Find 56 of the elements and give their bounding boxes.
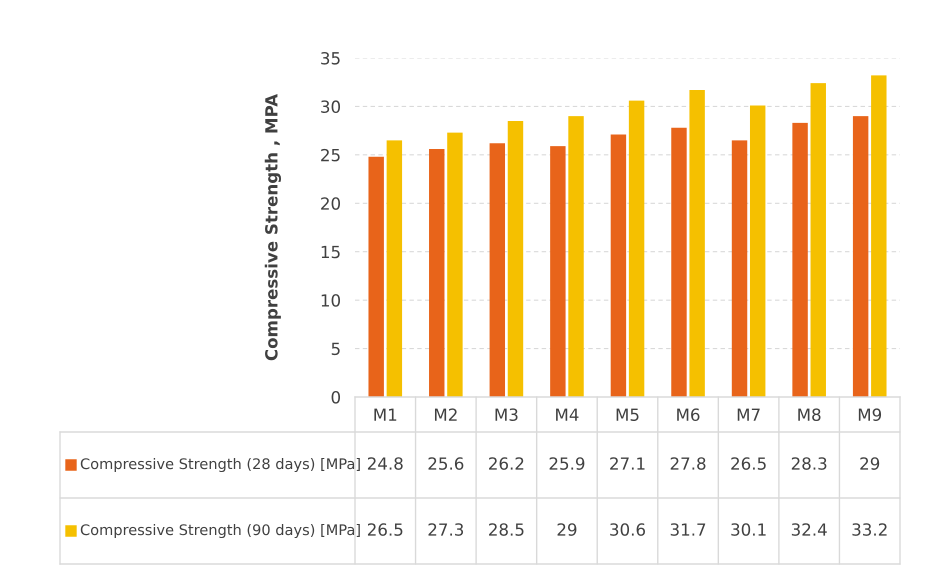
y-tick-label: 10	[322, 294, 340, 307]
x-tick-label: M3	[496, 408, 518, 422]
bar	[447, 132, 463, 397]
data-label: 26.5	[731, 457, 766, 470]
bar	[386, 140, 402, 397]
data-label: 32.4	[792, 523, 827, 536]
bar	[368, 156, 384, 397]
bar	[671, 128, 687, 397]
y-tick-label: 25	[321, 148, 340, 162]
x-tick-label: M5	[616, 408, 639, 422]
data-label: 26.2	[489, 457, 524, 470]
data-label: 25.6	[428, 457, 464, 470]
y-tick-label: 30	[321, 100, 340, 113]
data-label: 24.8	[368, 457, 403, 470]
bar	[490, 143, 506, 397]
x-tick-label: M9	[858, 408, 882, 422]
data-label: 27.1	[610, 457, 645, 470]
legend-label: Compressive Strength (90 days) [MPa]	[80, 524, 360, 538]
bar	[568, 116, 584, 397]
bar	[689, 90, 705, 397]
bar	[792, 122, 808, 397]
x-tick-label: M1	[374, 408, 396, 421]
x-tick-label: M7	[738, 408, 760, 421]
data-label: 28.5	[489, 523, 524, 536]
bar	[810, 83, 826, 397]
bar	[429, 149, 444, 397]
x-tick-label: M4	[556, 408, 578, 421]
data-label: 26.5	[368, 523, 402, 536]
bar	[550, 146, 566, 397]
data-label: 33.2	[852, 523, 887, 536]
bar	[750, 105, 766, 397]
bar	[852, 116, 868, 397]
bar	[610, 134, 626, 397]
x-tick-label: M8	[798, 408, 821, 422]
data-label: 30.6	[610, 523, 646, 536]
x-tick-label: M6	[677, 408, 700, 422]
x-tick-label: M2	[434, 408, 457, 421]
legend-label: Compressive Strength (28 days) [MPa]	[80, 458, 360, 472]
y-tick-label: 35	[321, 52, 340, 65]
data-label: 31.7	[670, 523, 706, 536]
bar	[871, 75, 887, 397]
bar	[508, 120, 524, 397]
y-tick-label: 5	[332, 342, 340, 356]
data-label: 27.3	[428, 523, 464, 536]
data-label: 29	[860, 457, 880, 470]
data-label: 28.3	[792, 457, 826, 470]
bar	[732, 140, 748, 397]
y-axis-title: Compressive Strength , MPA	[264, 94, 282, 360]
data-label: 30.1	[731, 523, 766, 536]
data-label: 25.9	[550, 457, 584, 470]
data-label: 27.8	[670, 457, 706, 470]
y-tick-label: 0	[332, 390, 340, 404]
y-tick-label: 20	[321, 197, 340, 210]
y-tick-label: 15	[322, 246, 340, 258]
data-label: 29	[558, 523, 576, 536]
bar	[628, 100, 644, 397]
